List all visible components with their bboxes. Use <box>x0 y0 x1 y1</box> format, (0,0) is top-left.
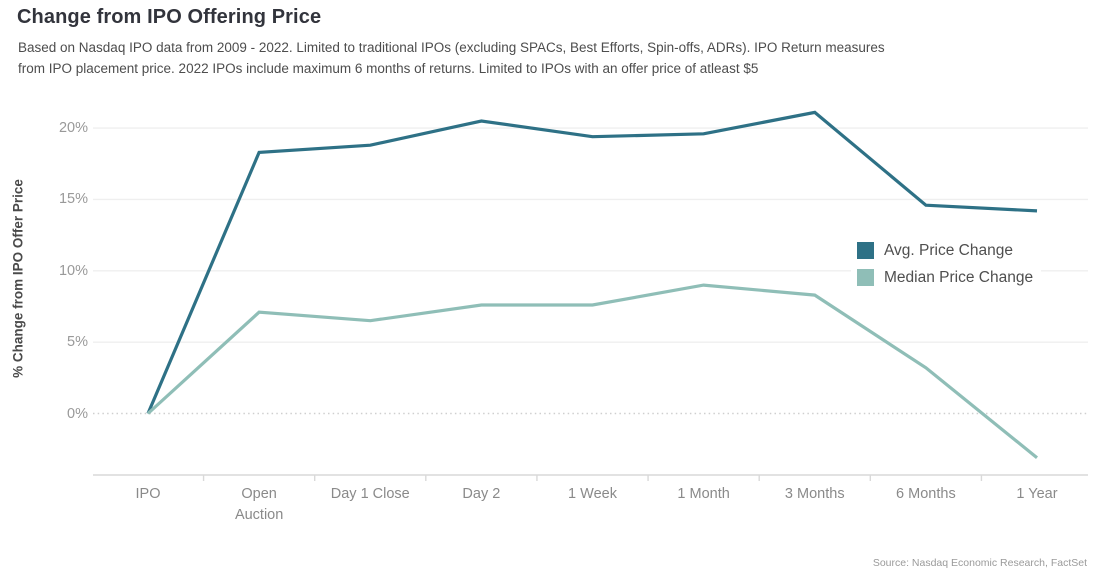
source-attribution: Source: Nasdaq Economic Research, FactSe… <box>872 557 1087 569</box>
series-line-median-price-change[interactable] <box>146 283 1039 459</box>
gridlines <box>93 127 1088 415</box>
x-tick-label: 1 Year <box>1016 486 1058 502</box>
x-tick-label: Open Auction <box>234 486 284 523</box>
chart-subtitle: Based on Nasdaq IPO data from 2009 - 202… <box>18 37 885 79</box>
legend-label: Avg. Price Change <box>884 241 1013 259</box>
x-tick-label: IPO <box>135 486 161 502</box>
x-axis <box>93 474 1088 481</box>
legend-label: Median Price Change <box>884 268 1034 286</box>
data-series <box>146 110 1039 459</box>
y-tick-label: 0% <box>67 405 88 422</box>
legend-item-avg-price-change[interactable]: Avg. Price Change <box>857 237 1033 264</box>
chart-subtitle-line-2: from IPO placement price. 2022 IPOs incl… <box>18 61 759 76</box>
y-tick-label: 20% <box>58 120 88 137</box>
x-tick-label: Day 1 Close <box>330 486 410 502</box>
x-tick-label: Day 2 <box>462 486 501 502</box>
chart-subtitle-line-1: Based on Nasdaq IPO data from 2009 - 202… <box>18 40 885 55</box>
chart-title: Change from IPO Offering Price <box>17 6 322 28</box>
x-tick-label: 3 Months <box>784 486 845 502</box>
median-price-change-swatch-icon <box>857 269 874 286</box>
series-line-avg-price-change[interactable] <box>146 110 1038 415</box>
x-tick-label: 1 Week <box>568 486 617 502</box>
legend-item-median-price-change[interactable]: Median Price Change <box>857 264 1033 291</box>
y-tick-label: 5% <box>67 334 88 351</box>
y-axis-title: % Change from IPO Offer Price <box>10 179 26 378</box>
chart-legend: Avg. Price Change Median Price Change <box>851 234 1042 294</box>
x-tick-label: 1 Month <box>677 486 730 502</box>
y-tick-label: 10% <box>58 262 88 279</box>
avg-price-change-swatch-icon <box>857 242 874 259</box>
x-tick-label: 6 Months <box>896 486 956 502</box>
y-tick-label: 15% <box>58 191 88 208</box>
